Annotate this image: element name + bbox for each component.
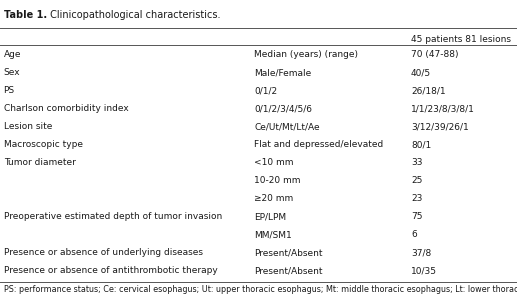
Text: 75: 75 [411,212,422,221]
Text: 80/1: 80/1 [411,140,431,149]
Text: <10 mm: <10 mm [254,158,294,167]
Text: Tumor diameter: Tumor diameter [4,158,75,167]
Text: Sex: Sex [4,68,20,77]
Text: 10-20 mm: 10-20 mm [254,176,301,185]
Text: Present/Absent: Present/Absent [254,248,323,257]
Text: Table 1.: Table 1. [4,11,47,20]
Text: 25: 25 [411,176,422,185]
Text: Macroscopic type: Macroscopic type [4,140,83,149]
Text: ≥20 mm: ≥20 mm [254,194,294,203]
Text: Presence or absence of antithrombotic therapy: Presence or absence of antithrombotic th… [4,266,217,275]
Text: 40/5: 40/5 [411,68,431,77]
Text: Age: Age [4,50,21,59]
Text: 26/18/1: 26/18/1 [411,86,446,95]
Text: 23: 23 [411,194,422,203]
Text: Presence or absence of underlying diseases: Presence or absence of underlying diseas… [4,248,203,257]
Text: EP/LPM: EP/LPM [254,212,286,221]
Text: 6: 6 [411,230,417,239]
Text: PS: PS [4,86,15,95]
Text: 33: 33 [411,158,422,167]
Text: PS: performance status; Ce: cervical esophagus; Ut: upper thoracic esophagus; Mt: PS: performance status; Ce: cervical eso… [4,285,517,294]
Text: Charlson comorbidity index: Charlson comorbidity index [4,104,128,113]
Text: 0/1/2/3/4/5/6: 0/1/2/3/4/5/6 [254,104,312,113]
Text: Male/Female: Male/Female [254,68,312,77]
Text: Lesion site: Lesion site [4,122,52,131]
Text: Ce/Ut/Mt/Lt/Ae: Ce/Ut/Mt/Lt/Ae [254,122,320,131]
Text: Flat and depressed/elevated: Flat and depressed/elevated [254,140,384,149]
Text: 1/1/23/8/3/8/1: 1/1/23/8/3/8/1 [411,104,475,113]
Text: Present/Absent: Present/Absent [254,266,323,275]
Text: 10/35: 10/35 [411,266,437,275]
Text: 3/12/39/26/1: 3/12/39/26/1 [411,122,469,131]
Text: 70 (47-88): 70 (47-88) [411,50,459,59]
Text: 45 patients 81 lesions: 45 patients 81 lesions [411,35,511,44]
Text: Median (years) (range): Median (years) (range) [254,50,358,59]
Text: MM/SM1: MM/SM1 [254,230,292,239]
Text: 0/1/2: 0/1/2 [254,86,278,95]
Text: Preoperative estimated depth of tumor invasion: Preoperative estimated depth of tumor in… [4,212,222,221]
Text: Clinicopathological characteristics.: Clinicopathological characteristics. [47,11,220,20]
Text: 37/8: 37/8 [411,248,431,257]
